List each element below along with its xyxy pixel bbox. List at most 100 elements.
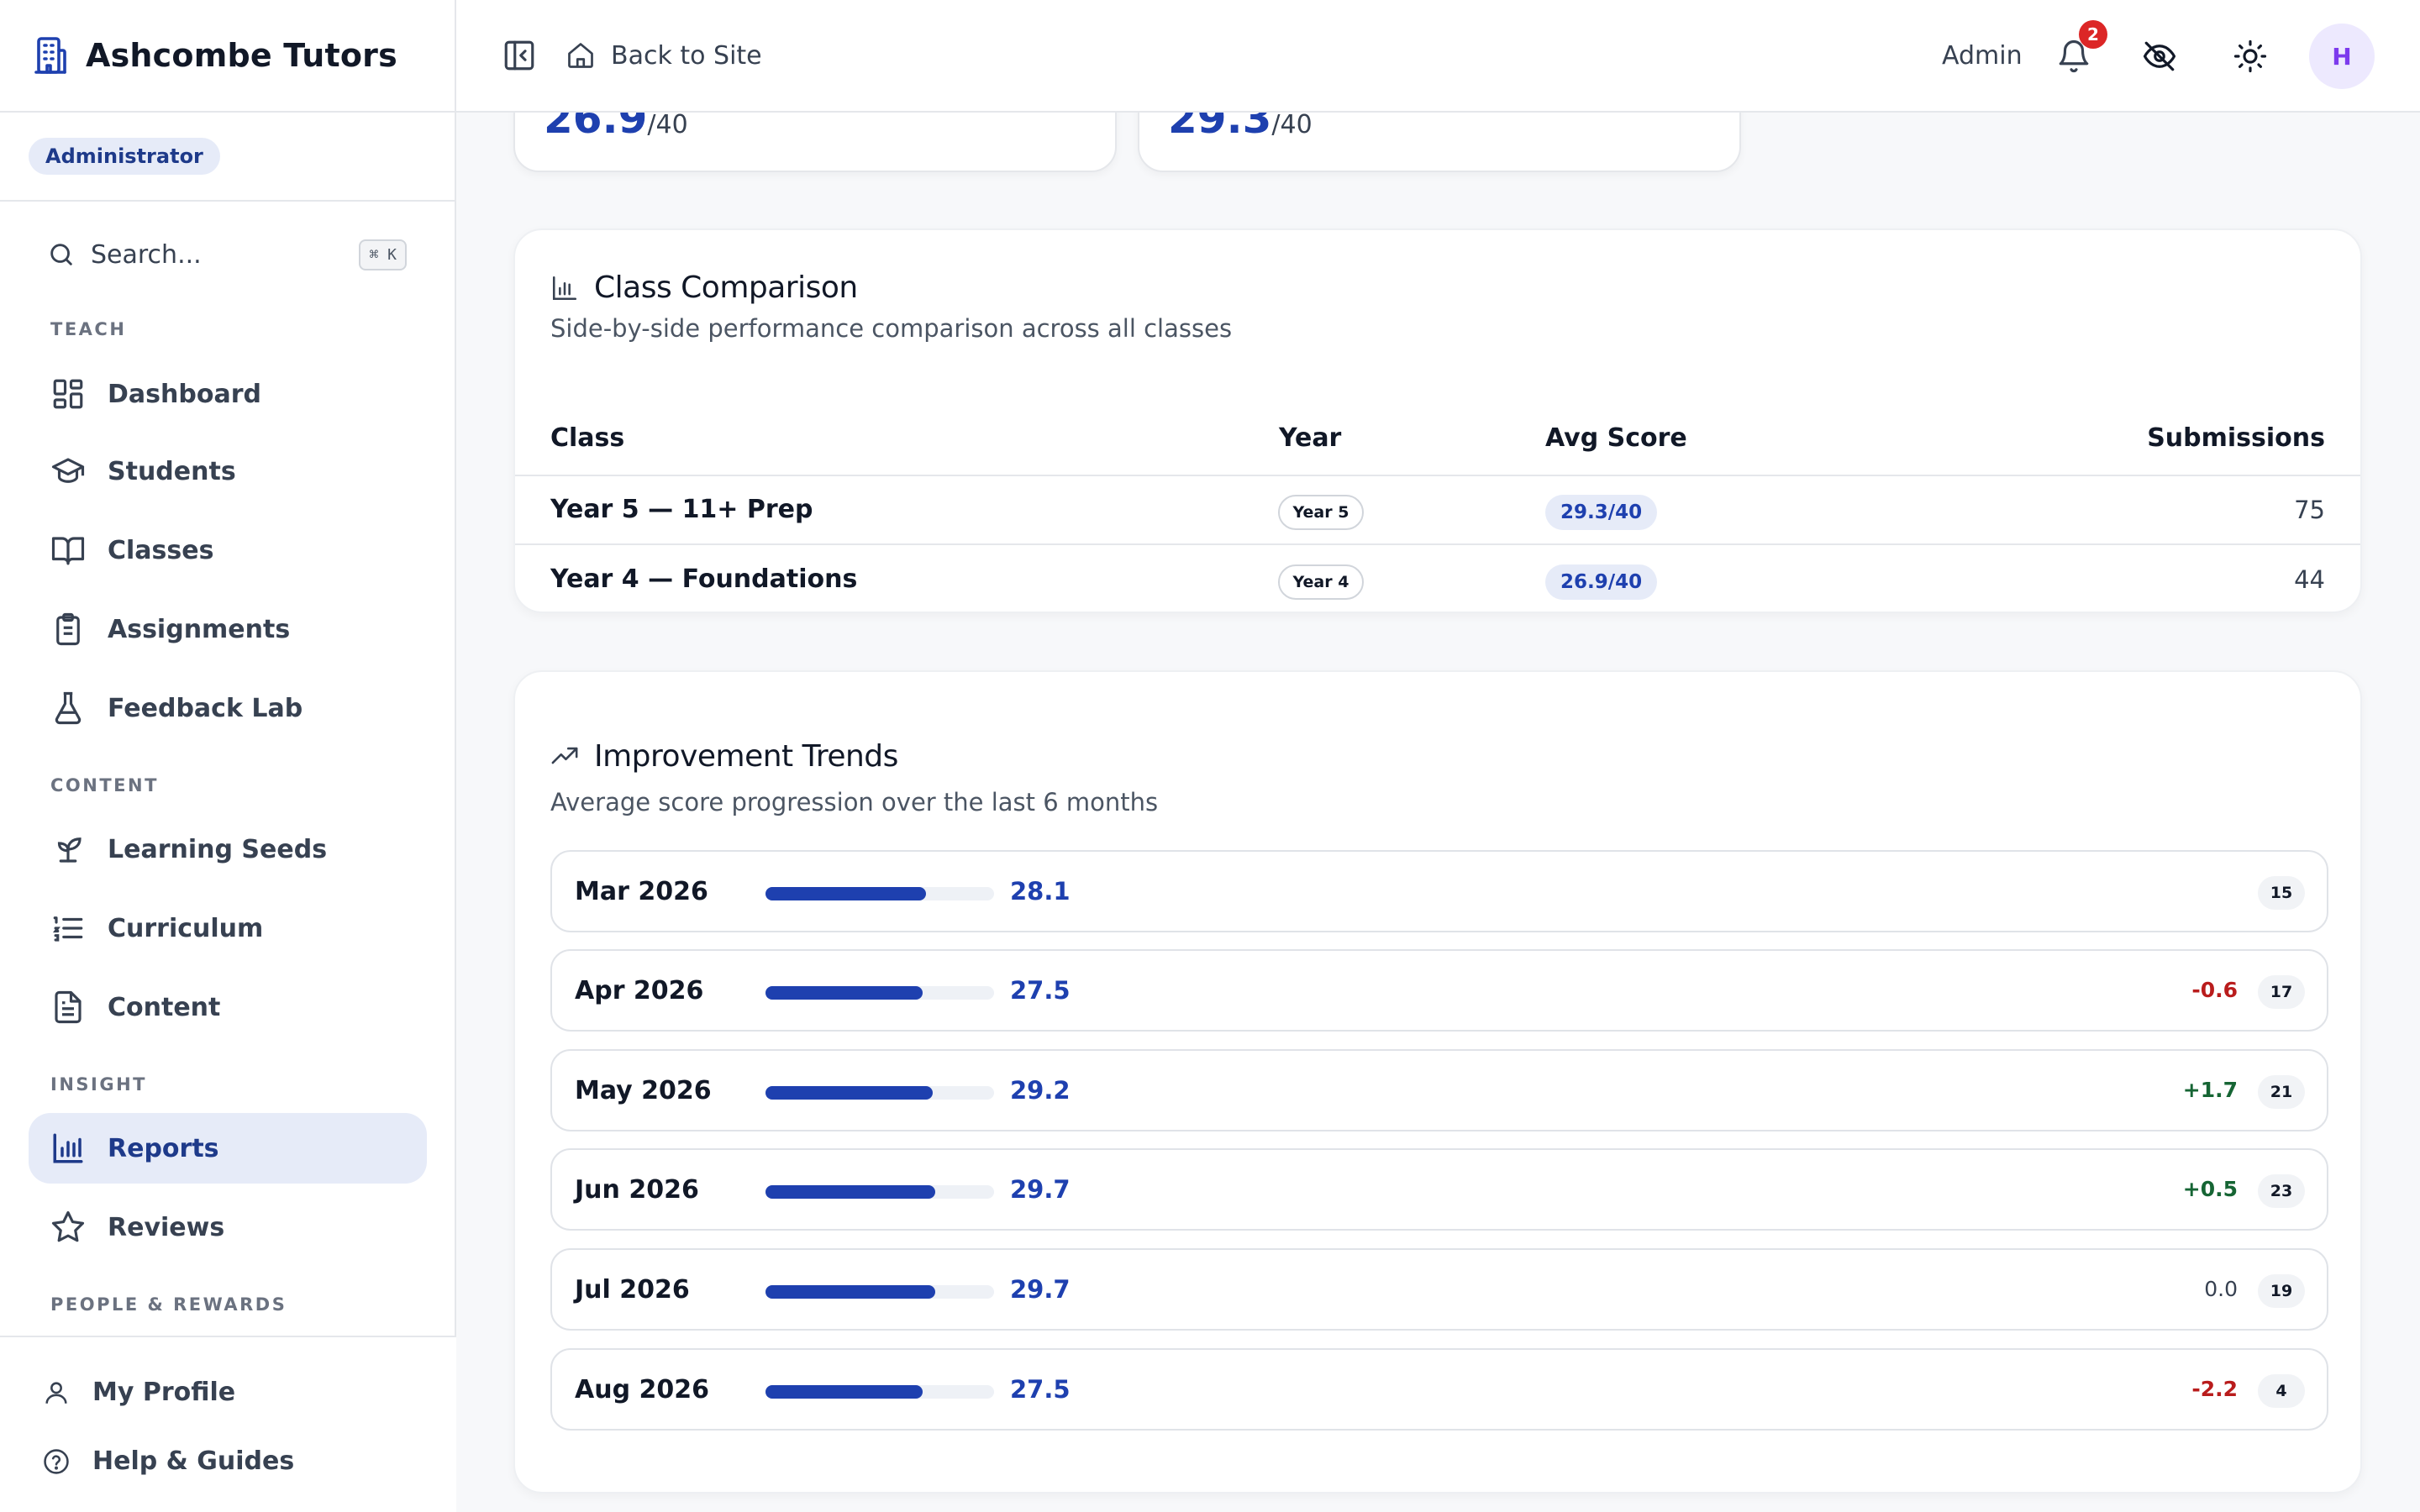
trend-row[interactable]: Apr 2026 27.5 -0.6 17 [550,949,2328,1032]
trend-row[interactable]: Jul 2026 29.7 0.0 19 [550,1248,2328,1331]
star-icon [51,1210,85,1242]
trend-score: 27.5 [1010,1375,1071,1404]
sidebar-item-reports[interactable]: Reports [29,1113,427,1184]
column-header-class[interactable]: Class [550,423,625,453]
column-header-year[interactable]: Year [1279,423,1342,453]
submissions-count: 44 [2294,565,2325,594]
sidebar-item-label: Learning Seeds [108,834,328,864]
sidebar-item-reviews[interactable]: Reviews [29,1192,427,1263]
building-logo-icon [34,37,66,74]
table-divider [515,475,2360,476]
improvement-trends-card: Improvement Trends Average score progres… [513,670,2362,1494]
trend-progress-fill [765,887,927,900]
trend-score: 27.5 [1010,976,1071,1005]
sidebar-item-classes[interactable]: Classes [29,515,427,585]
bar-chart-icon [552,276,577,300]
trend-progress-track [765,1185,994,1199]
list-icon [52,916,83,942]
sidebar-item-label: Curriculum [108,913,264,943]
card-title: Class Comparison [594,270,858,305]
bell-icon[interactable] [2056,39,2091,74]
role-area: Administrator [0,113,455,202]
section-teach: TEACH [50,319,127,339]
column-header-avg-score[interactable]: Avg Score [1545,423,1687,453]
topbar: Back to Site Admin 2 H [456,0,2420,113]
trend-row[interactable]: Aug 2026 27.5 -2.2 4 [550,1348,2328,1431]
back-to-site-link[interactable]: Back to Site [566,40,762,71]
sidebar-item-feedback-lab[interactable]: Feedback Lab [29,673,427,743]
trend-month: Jun 2026 [575,1175,699,1205]
trend-progress-fill [765,986,923,1000]
trend-month: Apr 2026 [575,976,704,1005]
sidebar-item-content[interactable]: Content [29,972,427,1042]
sidebar-footer: My Profile Help & Guides [0,1336,456,1512]
brand[interactable]: Ashcombe Tutors [0,0,455,113]
home-icon [568,43,593,68]
search-shortcut: ⌘ K [359,239,407,270]
trend-row[interactable]: Mar 2026 28.1 15 [550,850,2328,932]
trend-progress-fill [765,1385,923,1399]
trend-row[interactable]: May 2026 29.2 +1.7 21 [550,1049,2328,1131]
year-badge: Year 5 [1278,495,1364,530]
card-subtitle: Average score progression over the last … [550,788,1159,816]
user-role-label[interactable]: Admin [1942,40,2023,71]
trend-progress-fill [765,1086,933,1100]
help-guides-link[interactable]: Help & Guides [42,1446,294,1476]
main-content: 26.9/40 29.3/40 Class Comparison Side-by… [456,0,2420,1512]
trend-submission-count: 23 [2258,1174,2305,1208]
trend-submission-count: 21 [2258,1075,2305,1109]
section-people-rewards: PEOPLE & REWARDS [50,1294,287,1315]
sidebar-item-learning-seeds[interactable]: Learning Seeds [29,814,427,885]
file-text-icon [55,990,82,1024]
trend-progress-track [765,986,994,1000]
trend-progress-track [765,1385,994,1399]
help-circle-icon [44,1448,69,1474]
avg-score-badge: 29.3/40 [1545,495,1658,530]
sidebar-item-assignments[interactable]: Assignments [29,594,427,664]
trend-delta: -0.6 [2191,978,2238,1002]
section-insight: INSIGHT [50,1074,147,1095]
sidebar-item-label: Reports [108,1133,219,1163]
clipboard-icon [56,612,80,646]
my-profile-link[interactable]: My Profile [42,1378,235,1407]
sidebar: Ashcombe Tutors Administrator Search... … [0,0,456,1512]
eye-off-icon[interactable] [2142,39,2177,74]
trend-month: Jul 2026 [575,1275,690,1305]
trend-row[interactable]: Jun 2026 29.7 +0.5 23 [550,1148,2328,1231]
search-button[interactable]: Search... ⌘ K [29,227,407,282]
column-header-submissions[interactable]: Submissions [2147,423,2325,453]
trend-score: 29.2 [1010,1076,1071,1105]
class-name: Year 4 — Foundations [550,564,858,594]
trend-submission-count: 15 [2258,876,2305,910]
section-content: CONTENT [50,775,159,795]
sidebar-item-curriculum[interactable]: Curriculum [29,893,427,963]
trend-score: 29.7 [1010,1175,1071,1204]
trend-month: May 2026 [575,1076,712,1105]
my-profile-label: My Profile [92,1378,236,1407]
trend-submission-count: 4 [2258,1374,2305,1408]
sun-icon[interactable] [2233,39,2268,74]
stat-suffix: /40 [1271,110,1313,139]
sprout-icon [57,837,82,863]
brand-name: Ashcombe Tutors [86,37,397,74]
sidebar-item-label: Assignments [108,614,291,644]
trend-progress-fill [765,1185,935,1199]
trend-month: Aug 2026 [575,1375,709,1404]
flask-icon [55,691,82,725]
trend-delta: -2.2 [2191,1377,2238,1401]
sidebar-item-dashboard[interactable]: Dashboard [29,359,427,429]
trend-delta: 0.0 [2204,1277,2238,1301]
card-title: Improvement Trends [594,739,898,774]
stat-suffix: /40 [647,110,688,139]
dashboard-icon [53,379,83,409]
notification-count-badge: 2 [2079,20,2107,49]
card-subtitle: Side-by-side performance comparison acro… [550,314,1233,343]
avatar[interactable]: H [2309,24,2375,89]
sidebar-toggle-icon[interactable] [502,38,537,73]
graduation-cap-icon [51,458,85,483]
user-icon [45,1381,67,1404]
trending-up-icon [551,747,578,764]
sidebar-item-label: Dashboard [108,379,261,409]
trend-progress-fill [765,1285,935,1299]
sidebar-item-students[interactable]: Students [29,436,427,507]
